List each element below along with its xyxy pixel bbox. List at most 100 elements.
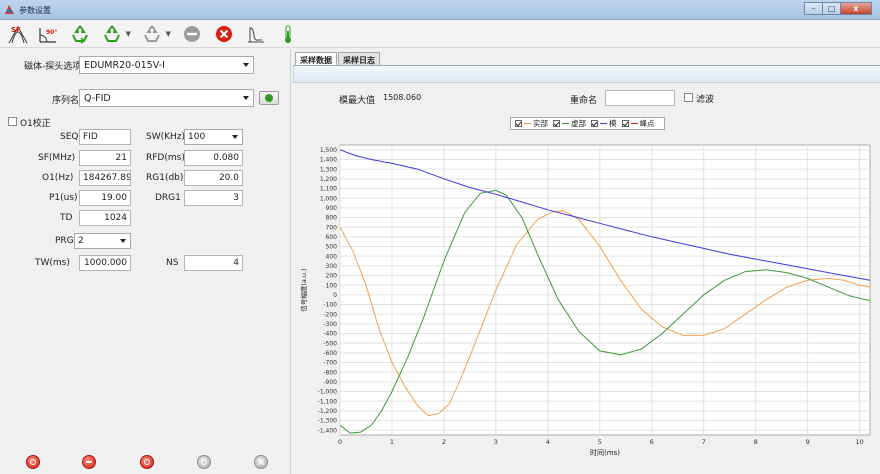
ns-field[interactable]: 4 [184, 255, 243, 271]
rfd-field[interactable]: 0.080 [184, 150, 243, 166]
legend-label: 实部 [533, 119, 548, 128]
prg-select[interactable]: 2 [74, 233, 131, 249]
tab-divider [293, 65, 880, 66]
ns-label: NS [166, 258, 179, 268]
y-tick-label: 1,100 [320, 186, 337, 193]
chevron-down-icon [232, 135, 238, 139]
sw-select[interactable]: 100 [184, 129, 243, 145]
angle-90-button[interactable]: 90° [36, 23, 60, 45]
legend-checkbox[interactable] [621, 120, 629, 127]
prg-label: PRG [55, 236, 74, 246]
prg-select-value: 2 [78, 236, 84, 246]
drg1-field[interactable]: 3 [184, 190, 243, 206]
stop-button[interactable] [212, 23, 236, 45]
app-icon [5, 5, 14, 14]
legend-item-imag[interactable]: 虚部 [553, 118, 586, 129]
chevron-down-icon[interactable]: ▼ [165, 30, 171, 38]
recycle-grey-menu-button[interactable]: ▼ [140, 23, 171, 45]
waveform-button[interactable] [244, 23, 268, 45]
y-axis-label: 信号幅度(a.u.) [299, 268, 308, 311]
p1-label: P1(us) [49, 193, 78, 203]
disabled-button-2[interactable] [254, 455, 268, 469]
recycle-grey-dropdown-icon [144, 25, 160, 42]
close-circle-icon [216, 26, 232, 42]
y-tick-label: -300 [323, 321, 337, 328]
tab-sample-data[interactable]: 采样数据 [295, 52, 337, 66]
y-tick-label: 1,300 [320, 166, 337, 173]
recycle-button[interactable] [68, 23, 92, 45]
legend-item-mod[interactable]: 模 [591, 118, 617, 129]
disabled-button-1[interactable] [197, 455, 211, 469]
recycle-menu-button[interactable]: ▼ [100, 23, 131, 45]
rename-field[interactable] [605, 90, 675, 106]
legend-label: 虚部 [571, 119, 586, 128]
info-banner [293, 66, 880, 83]
y-tick-label: -100 [323, 302, 337, 309]
toolbar: SF 90° ▼ ▼ [0, 20, 880, 48]
rfd-label: RFD(ms) [146, 153, 185, 163]
y-tick-label: -700 [323, 360, 337, 367]
y-tick-label: 1,500 [320, 147, 337, 154]
tab-sample-log[interactable]: 采样日志 [338, 52, 380, 66]
rg1-field[interactable]: 20.0 [184, 170, 243, 186]
sample-button[interactable] [140, 455, 154, 469]
tw-label: TW(ms) [35, 258, 70, 268]
minimize-button[interactable]: – [804, 2, 822, 15]
p1-field[interactable]: 19.00 [79, 190, 131, 206]
legend-checkbox[interactable] [591, 120, 598, 127]
probe-select[interactable]: EDUMR20-015V-I [79, 56, 254, 74]
rg1-label: RG1(db) [146, 173, 184, 183]
sequence-select[interactable]: Q-FID [79, 89, 254, 107]
legend-checkbox[interactable] [553, 120, 560, 127]
td-field[interactable]: 1024 [79, 210, 131, 226]
record-icon [144, 459, 150, 465]
x-tick-label: 0 [338, 438, 342, 446]
filter-checkbox[interactable] [684, 93, 693, 102]
x-tick-label: 1 [390, 438, 394, 446]
legend-swatch [524, 122, 531, 125]
close-icon [258, 459, 264, 465]
y-tick-label: 200 [326, 273, 338, 280]
run-button[interactable] [26, 455, 40, 469]
y-tick-label: 100 [326, 282, 338, 289]
minus-button[interactable] [82, 455, 96, 469]
x-tick-label: 5 [598, 438, 602, 446]
legend-checkbox[interactable] [515, 120, 522, 127]
max-value: 1508.060 [383, 93, 422, 102]
x-tick-label: 10 [855, 438, 863, 446]
thermometer-button[interactable] [276, 23, 300, 45]
minus-icon [86, 461, 92, 463]
legend-swatch [630, 122, 638, 125]
o1-field[interactable]: 184267.89 [79, 170, 131, 186]
minus-button[interactable] [180, 23, 204, 45]
waveform-icon [248, 27, 264, 43]
chevron-down-icon [243, 63, 249, 67]
tw-field[interactable]: 1000.000 [79, 255, 131, 271]
y-tick-label: -1,400 [318, 427, 338, 434]
y-tick-label: 1,200 [320, 176, 337, 183]
close-button[interactable]: x [840, 2, 872, 15]
thermometer-icon [285, 25, 291, 43]
recycle-dropdown-icon [104, 25, 120, 42]
y-tick-label: 0 [333, 292, 337, 299]
legend-item-peak[interactable]: 峰点 [621, 118, 655, 129]
window-title: 参数设置 [19, 6, 51, 15]
maximize-button[interactable]: □ [822, 2, 840, 15]
rename-label: 重命名 [570, 96, 598, 106]
record-icon [30, 459, 36, 465]
o1-correction-checkbox[interactable] [8, 117, 17, 126]
legend-item-real[interactable]: 实部 [515, 118, 548, 129]
sf-button[interactable]: SF [6, 23, 30, 45]
y-tick-label: 500 [326, 244, 338, 251]
x-tick-label: 9 [806, 438, 810, 446]
seq-field[interactable]: FID [79, 129, 131, 145]
y-tick-label: -1,100 [318, 398, 338, 405]
o1-label: O1(Hz) [42, 173, 74, 183]
sequence-go-button[interactable] [259, 91, 279, 105]
sf-label: SF(MHz) [38, 153, 76, 163]
chevron-down-icon [120, 239, 126, 243]
sf-field[interactable]: 21 [79, 150, 131, 166]
sw-select-value: 100 [188, 132, 206, 142]
legend-swatch [600, 122, 607, 125]
chevron-down-icon[interactable]: ▼ [125, 30, 131, 38]
